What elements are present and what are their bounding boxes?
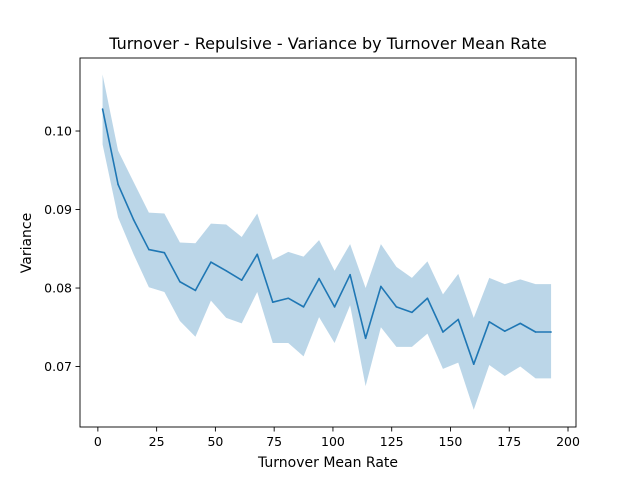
x-tick-label: 175 [497,434,521,449]
confidence-band [102,74,552,410]
y-tick-label: 0.08 [44,281,72,296]
data-point [132,218,135,221]
y-tick-label: 0.09 [44,202,72,217]
data-point [333,306,336,308]
x-tick-label: 0 [94,434,102,449]
data-point [163,251,166,254]
x-tick-label: 50 [207,434,223,449]
data-point [411,311,413,314]
x-axis: 0 25 50 75 100 125 150 175 200 [94,427,580,449]
data-point [318,277,320,280]
x-tick-label: 150 [439,434,463,449]
x-axis-label: Turnover Mean Rate [257,455,398,471]
data-point [210,261,212,263]
data-point [101,108,104,110]
x-tick-label: 25 [149,434,165,449]
data-point [550,331,552,333]
data-point [240,279,243,281]
x-tick-label: 100 [321,434,345,449]
x-tick-label: 125 [380,434,404,449]
data-point [519,322,522,325]
y-tick-label: 0.07 [44,359,72,374]
x-tick-label: 200 [556,434,580,449]
data-point [426,297,429,300]
data-point [503,330,506,333]
data-point [380,285,382,288]
axes-frame [79,57,577,428]
plot-area [101,74,552,410]
series-line [101,108,552,365]
data-point [256,253,259,256]
x-tick-label: 75 [266,434,282,449]
data-point [534,331,537,333]
data-point [442,331,444,333]
data-point [225,269,228,272]
data-point [395,306,398,308]
data-point [194,289,197,292]
data-point [179,280,181,283]
chart-title: Turnover - Repulsive - Variance by Turno… [108,34,547,53]
data-point [302,306,305,308]
data-point [117,183,119,186]
y-axis-label: Variance [19,213,35,273]
confidence-band-layer [102,74,552,410]
data-point [488,321,491,323]
y-tick-label: 0.10 [44,124,72,139]
data-point [472,363,475,365]
y-axis: 0.07 0.08 0.09 0.10 [44,124,80,374]
data-point [148,248,150,251]
data-point [271,301,274,303]
series-line-layer [101,108,552,365]
data-point [349,273,351,276]
data-point [364,337,367,340]
data-point [287,297,290,300]
data-point [457,318,460,321]
